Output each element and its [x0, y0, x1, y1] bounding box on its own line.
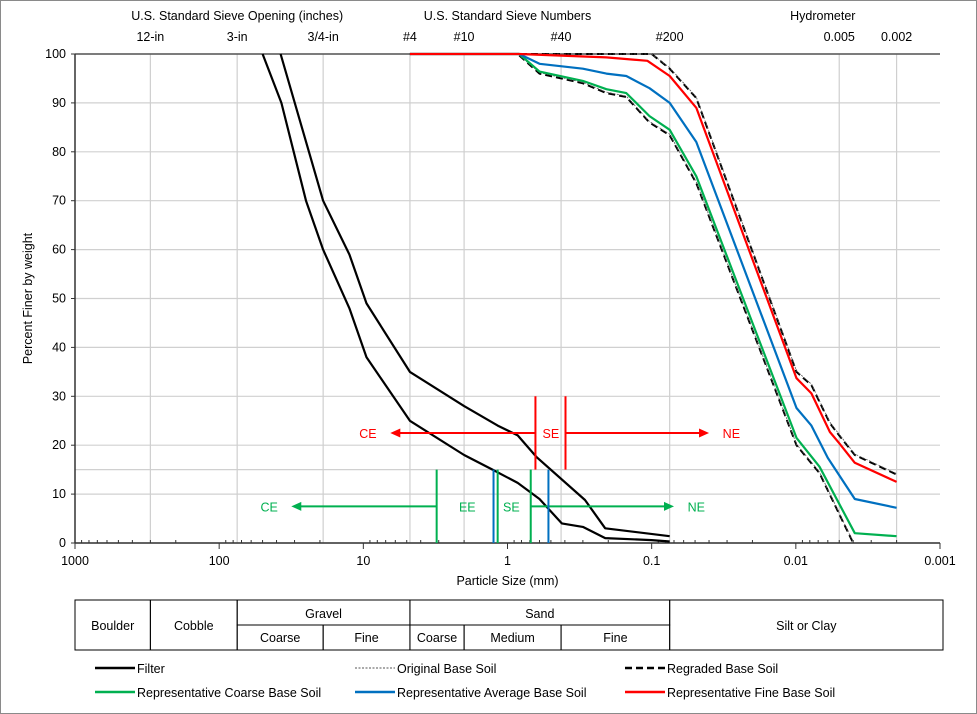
- arrowhead-icon: [390, 428, 401, 438]
- y-tick-label: 0: [59, 536, 66, 550]
- series-line-representative-fine-base-soil: [409, 52, 898, 483]
- sieve-label: #10: [454, 30, 475, 44]
- x-tick-label: 1000: [61, 554, 89, 568]
- y-tick-label: 70: [52, 194, 66, 208]
- x-tick-label: 0.01: [784, 554, 808, 568]
- classification-sublabel: Coarse: [260, 631, 300, 645]
- x-tick-label: 0.1: [643, 554, 660, 568]
- legend-label: Representative Average Base Soil: [397, 686, 586, 700]
- criteria-label: SE: [543, 427, 560, 441]
- criteria-label: NE: [723, 427, 740, 441]
- y-tick-label: 90: [52, 96, 66, 110]
- classification-label: Boulder: [91, 619, 134, 633]
- classification-label: Silt or Clay: [776, 619, 837, 633]
- classification-sublabel: Medium: [490, 631, 534, 645]
- classification-sublabel: Fine: [354, 631, 378, 645]
- classification-sublabel: Coarse: [417, 631, 457, 645]
- x-tick-label: 10: [356, 554, 370, 568]
- x-tick-label: 100: [209, 554, 230, 568]
- y-tick-label: 100: [45, 47, 66, 61]
- criteria-label: NE: [688, 500, 705, 514]
- legend-label: Filter: [137, 662, 165, 676]
- sieve-label: #4: [403, 30, 417, 44]
- x-tick-label: 1: [504, 554, 511, 568]
- y-tick-label: 20: [52, 438, 66, 452]
- criteria-label: CE: [359, 427, 376, 441]
- x-tick-label: 0.001: [924, 554, 955, 568]
- series-line-regraded-base-soil: [409, 53, 855, 544]
- series-line-original-base-soil: [409, 53, 897, 474]
- top-axis-group-label: Hydrometer: [790, 9, 855, 23]
- series-line-filter: [261, 53, 670, 543]
- series-line-regraded-base-soil: [409, 53, 898, 476]
- y-tick-label: 10: [52, 487, 66, 501]
- y-tick-label: 50: [52, 292, 66, 306]
- arrowhead-icon: [699, 428, 710, 438]
- criteria-label: CE: [260, 500, 277, 514]
- x-axis-label: Particle Size (mm): [456, 574, 558, 588]
- series-line-representative-coarse-base-soil: [409, 52, 897, 538]
- y-tick-label: 40: [52, 340, 66, 354]
- criteria-label: SE: [503, 500, 520, 514]
- sieve-label: 12-in: [136, 30, 164, 44]
- legend-label: Representative Fine Base Soil: [667, 686, 835, 700]
- series-line-filter: [279, 53, 670, 538]
- sieve-label: 0.002: [881, 30, 912, 44]
- sieve-label: #200: [656, 30, 684, 44]
- legend-label: Original Base Soil: [397, 662, 496, 676]
- sieve-label: 3/4-in: [308, 30, 339, 44]
- classification-label: Gravel: [305, 607, 342, 621]
- sieve-label: #40: [551, 30, 572, 44]
- y-tick-label: 80: [52, 145, 66, 159]
- y-tick-label: 60: [52, 243, 66, 257]
- top-axis-group-label: U.S. Standard Sieve Opening (inches): [131, 9, 343, 23]
- classification-sublabel: Fine: [603, 631, 627, 645]
- sieve-label: 3-in: [227, 30, 248, 44]
- legend-label: Regraded Base Soil: [667, 662, 778, 676]
- arrowhead-icon: [663, 501, 674, 511]
- series-line-representative-average-base-soil: [409, 52, 897, 509]
- classification-subcell: [560, 624, 671, 651]
- arrowhead-icon: [291, 501, 302, 511]
- classification-label: Sand: [525, 607, 554, 621]
- y-axis-label: Percent Finer by weight: [21, 232, 35, 364]
- criteria-label: EE: [459, 500, 476, 514]
- top-axis-group-label: U.S. Standard Sieve Numbers: [424, 9, 591, 23]
- classification-label: Cobble: [174, 619, 214, 633]
- legend-label: Representative Coarse Base Soil: [137, 686, 321, 700]
- y-tick-label: 30: [52, 389, 66, 403]
- sieve-label: 0.005: [824, 30, 855, 44]
